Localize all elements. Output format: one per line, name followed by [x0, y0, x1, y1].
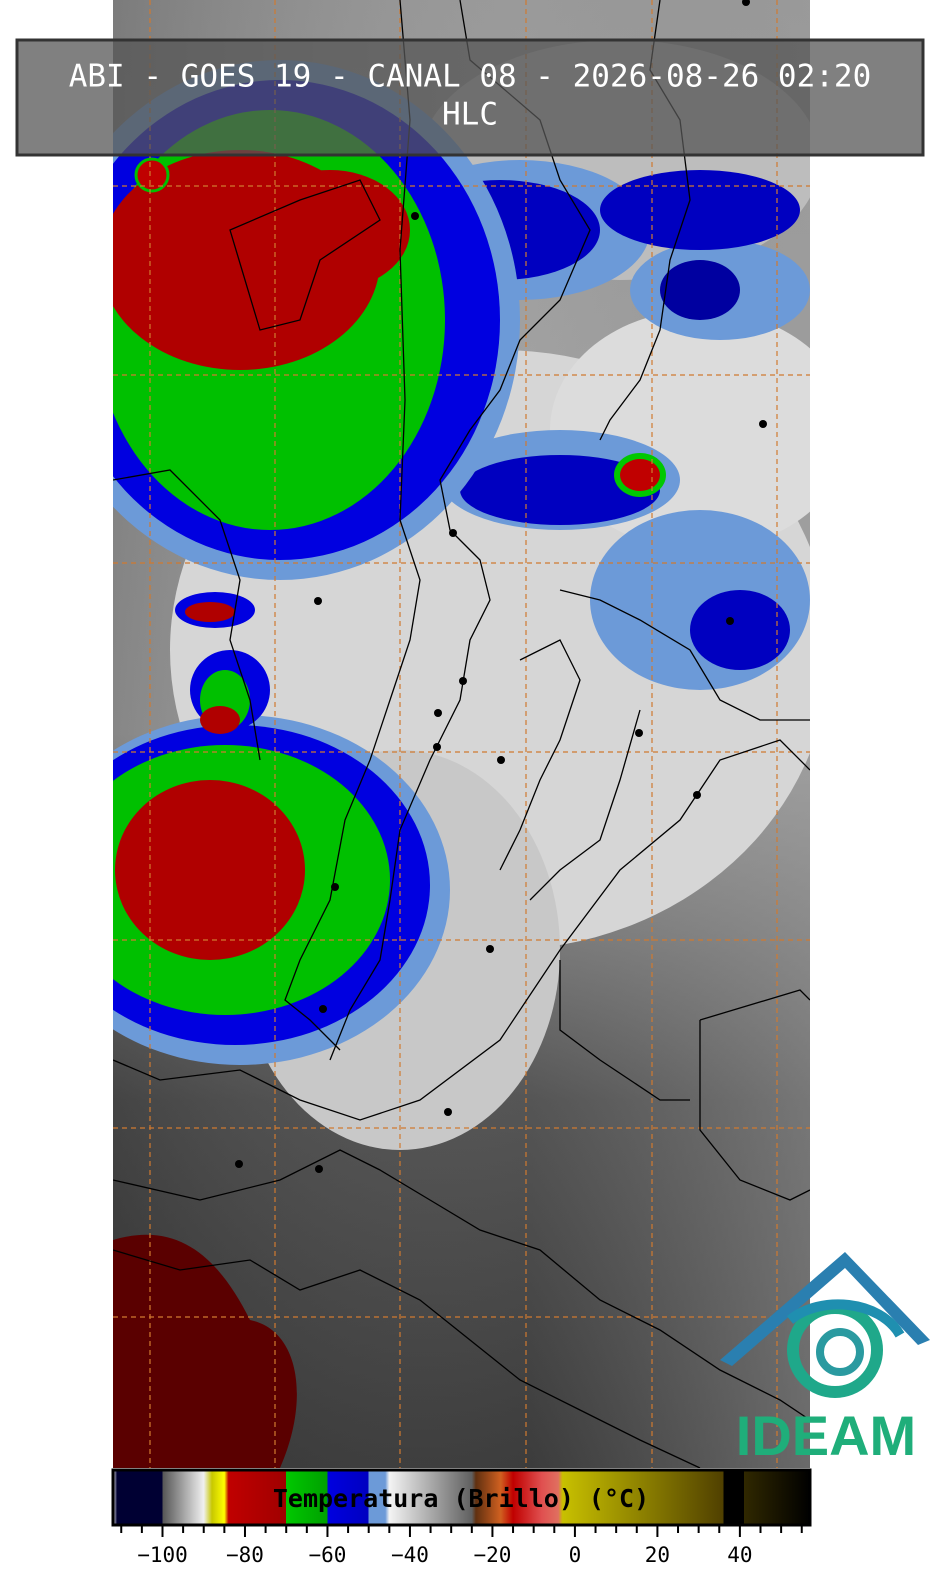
tick-label: −80	[226, 1543, 264, 1567]
tick-label: 40	[727, 1543, 752, 1567]
cities	[235, 0, 767, 1173]
colorbar: Temperatura (Brillo) (°C) −100 −80 −60 −40 −…	[111, 1468, 812, 1567]
graticule	[113, 0, 810, 1468]
colorbar-label: Temperatura (Brillo) (°C)	[273, 1484, 649, 1513]
title-box	[15, 38, 925, 157]
tick-label: 0	[569, 1543, 582, 1567]
tick-label: −60	[308, 1543, 346, 1567]
tick-label: −100	[137, 1543, 188, 1567]
logo: IDEAM	[720, 1252, 930, 1467]
colorbar-ramp	[111, 1468, 812, 1527]
tick-label: −20	[473, 1543, 511, 1567]
tick-label: −40	[391, 1543, 429, 1567]
tick-label: 20	[645, 1543, 670, 1567]
logo-text: IDEAM	[736, 1404, 916, 1467]
subtitle: HLC	[442, 97, 498, 133]
title: ABI - GOES 19 - CANAL 08 - 2026-08-26 02…	[69, 59, 872, 95]
satellite-image	[113, 0, 810, 1468]
